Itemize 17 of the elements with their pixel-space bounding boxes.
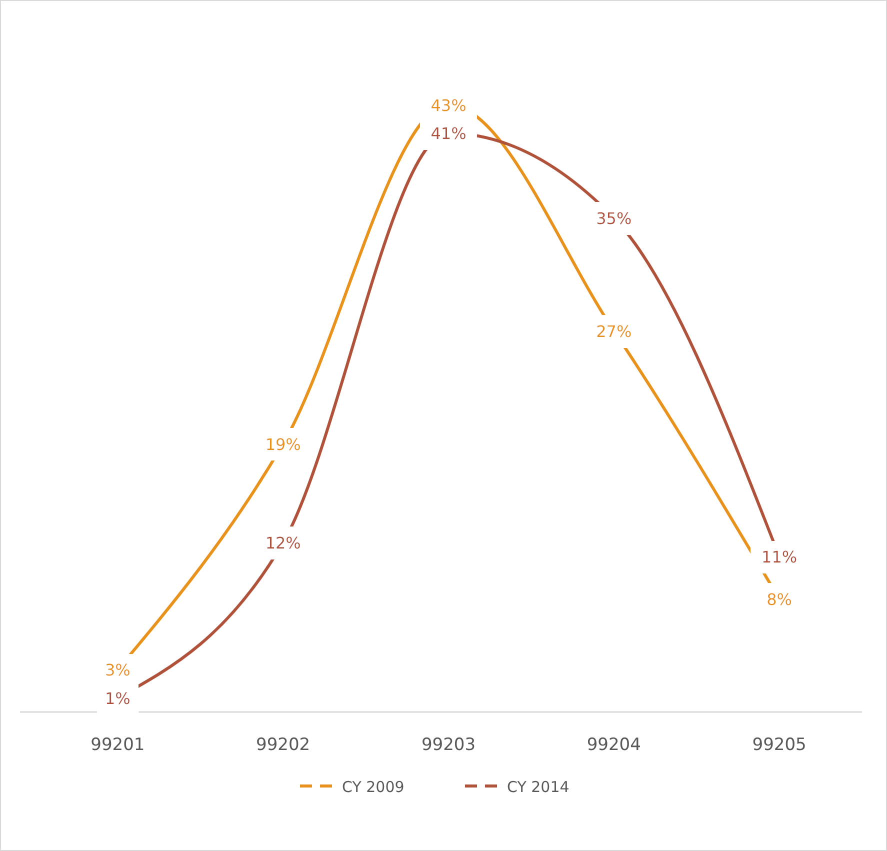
data-label: 11% [762, 548, 798, 567]
data-label: 35% [596, 208, 632, 228]
x-tick-label: 99203 [421, 735, 476, 755]
data-label: 1% [105, 688, 130, 708]
legend-label: CY 2009 [342, 778, 404, 796]
data-label: 27% [596, 322, 632, 341]
x-tick-label: 99204 [586, 735, 641, 755]
x-tick-label: 99201 [90, 735, 145, 755]
data-label: 3% [105, 660, 130, 680]
data-label: 12% [265, 534, 301, 553]
data-label: 43% [430, 96, 466, 115]
x-tick-label: 99202 [256, 735, 310, 755]
data-label: 41% [430, 124, 466, 144]
x-tick-label: 99205 [752, 735, 806, 755]
legend-label: CY 2014 [507, 778, 570, 796]
data-label: 19% [265, 434, 301, 454]
data-label: 8% [766, 590, 792, 610]
